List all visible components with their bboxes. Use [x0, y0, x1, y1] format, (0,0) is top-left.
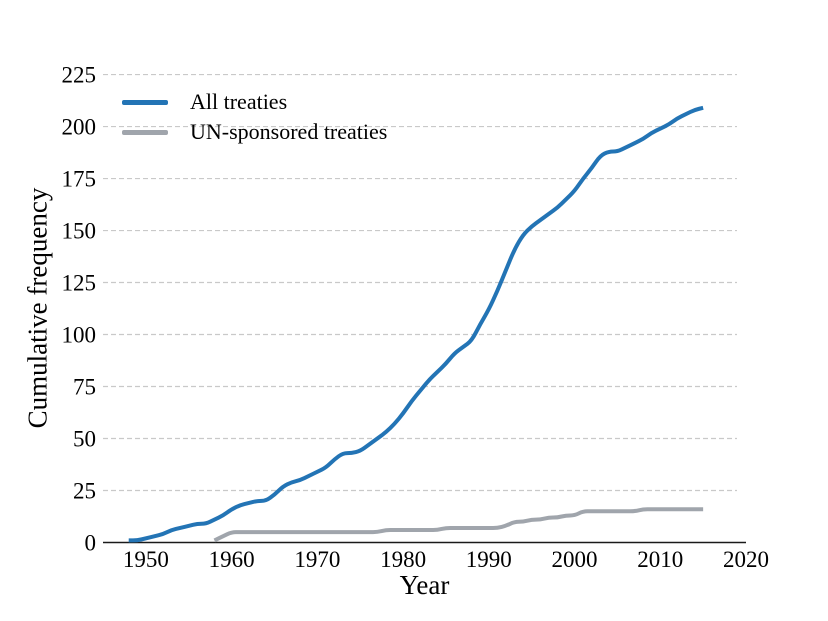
x-tick-label: 2020	[723, 547, 769, 572]
x-axis-title: Year	[399, 570, 450, 600]
legend-item-all-treaties: All treaties	[122, 89, 387, 115]
y-tick-label: 25	[73, 479, 96, 504]
y-tick-label: 175	[62, 167, 97, 192]
all-treaties-line	[128, 105, 704, 543]
y-tick-label: 125	[62, 271, 97, 296]
x-tick-label: 1970	[294, 547, 340, 572]
legend-item-un-treaties: UN-sponsored treaties	[122, 119, 387, 145]
legend-label-all-treaties: All treaties	[190, 89, 288, 114]
x-tick-label: 1990	[466, 547, 512, 572]
all-treaties-line-swatch	[122, 99, 168, 105]
x-tick-label: 1980	[380, 547, 426, 572]
y-tick-label: 200	[62, 115, 97, 140]
x-tick-label: 1950	[123, 547, 169, 572]
y-tick-label: 50	[73, 427, 96, 452]
y-axis-title: Cumulative frequency	[22, 187, 53, 429]
x-tick-label: 1960	[209, 547, 255, 572]
y-tick-label: 100	[62, 323, 97, 348]
y-tick-label: 0	[85, 531, 97, 556]
y-tick-label: 75	[73, 375, 96, 400]
x-tick-label: 2010	[637, 547, 683, 572]
y-tick-label: 150	[62, 219, 97, 244]
legend-label-un-treaties: UN-sponsored treaties	[190, 119, 388, 144]
un-treaties-line-swatch	[122, 129, 168, 135]
legend: All treaties UN-sponsored treaties	[122, 89, 387, 149]
y-tick-label: 225	[62, 63, 97, 88]
x-tick-label: 2000	[552, 547, 598, 572]
un-treaties-line	[213, 507, 704, 543]
